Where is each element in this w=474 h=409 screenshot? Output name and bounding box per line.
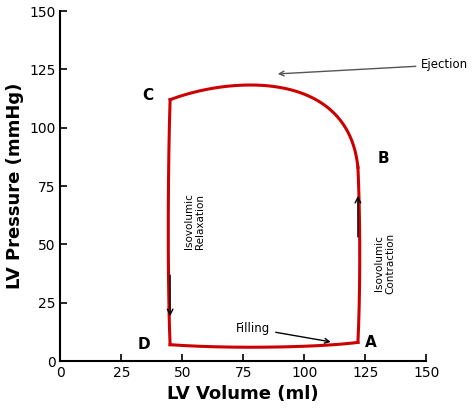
Text: Ejection: Ejection xyxy=(279,58,468,76)
Text: Isovolumic
Contraction: Isovolumic Contraction xyxy=(374,232,395,294)
Text: A: A xyxy=(365,335,377,350)
X-axis label: LV Volume (ml): LV Volume (ml) xyxy=(167,385,319,403)
Text: Isovolumic
Relaxation: Isovolumic Relaxation xyxy=(184,193,205,249)
Y-axis label: LV Pressure (mmHg): LV Pressure (mmHg) xyxy=(6,83,24,289)
Text: Filling: Filling xyxy=(236,322,329,343)
Text: B: B xyxy=(377,151,389,166)
Text: D: D xyxy=(138,337,151,352)
Text: C: C xyxy=(142,88,153,103)
